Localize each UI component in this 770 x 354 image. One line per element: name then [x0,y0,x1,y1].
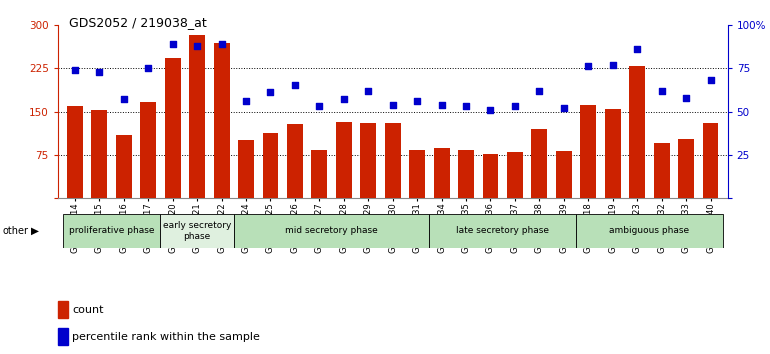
Bar [92,110,107,198]
Point [166,41,179,47]
Bar [556,151,572,198]
Point [191,43,203,48]
Bar [189,35,205,198]
Point [337,97,350,102]
Text: GDS2052 / 219038_at: GDS2052 / 219038_at [69,16,207,29]
Text: percentile rank within the sample: percentile rank within the sample [72,332,260,342]
Bar [507,152,523,198]
Text: late secretory phase: late secretory phase [456,227,549,235]
Bar [234,214,430,248]
Bar [458,150,474,198]
Bar [430,214,576,248]
Bar [360,123,377,198]
Point [509,103,521,109]
Bar [678,139,694,198]
Point [557,105,570,111]
Bar [160,214,234,248]
Text: mid secretory phase: mid secretory phase [285,227,378,235]
Point [216,41,228,47]
Bar [654,143,670,198]
Bar [434,148,450,198]
Point [607,62,619,68]
Point [264,90,276,95]
Text: other: other [2,226,28,236]
Point [680,95,692,101]
Point [313,103,326,109]
Point [705,78,717,83]
Point [118,97,130,102]
Bar [581,104,596,198]
Text: count: count [72,305,104,315]
Bar [116,135,132,198]
Bar [576,214,723,248]
Point [582,64,594,69]
Bar [311,150,327,198]
Bar [58,328,69,345]
Bar [67,106,83,198]
Bar [58,301,69,318]
Point [534,88,546,93]
Point [411,98,424,104]
Text: early secretory
phase: early secretory phase [163,221,231,241]
Point [69,67,81,73]
Bar [263,133,279,198]
Bar [140,102,156,198]
Bar [409,150,425,198]
Text: proliferative phase: proliferative phase [69,227,154,235]
Bar [213,43,229,198]
Point [436,102,448,107]
Point [631,46,644,52]
Bar [336,122,352,198]
Point [460,103,472,109]
Bar [62,214,160,248]
Bar [531,129,547,198]
Bar [165,58,181,198]
Text: ▶: ▶ [31,226,38,236]
Bar [604,109,621,198]
Point [239,98,252,104]
Point [142,65,154,71]
Bar [629,67,645,198]
Point [93,69,105,74]
Bar [287,124,303,198]
Point [655,88,668,93]
Point [387,102,399,107]
Bar [702,123,718,198]
Point [484,107,497,113]
Bar [483,154,498,198]
Point [289,82,301,88]
Bar [385,123,400,198]
Bar [238,141,254,198]
Point [362,88,374,93]
Text: ambiguous phase: ambiguous phase [609,227,689,235]
